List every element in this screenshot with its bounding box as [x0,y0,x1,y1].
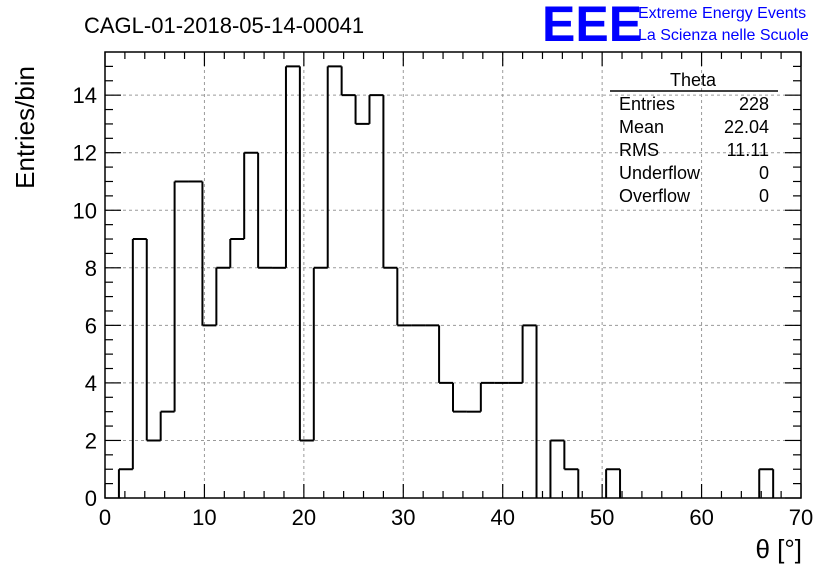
histogram-bin [563,440,579,471]
stats-box: Theta Entries 228 Mean 22.04 RMS 11.11 Underfl… [610,70,778,206]
y-tick-label: 8 [85,256,97,281]
stats-title: Theta [670,70,717,90]
histogram-bin [173,180,189,412]
x-tick-labels: 0 10 20 30 40 50 60 70 [99,505,813,530]
histogram-bin [312,266,328,441]
y-tick-label: 2 [85,428,97,453]
histogram-bin [117,468,133,498]
y-tick-label: 0 [85,486,97,511]
stats-row-value: 228 [739,94,769,114]
y-tick-label: 14 [73,83,97,108]
y-tick-label: 4 [85,371,97,396]
histogram-bin [340,66,356,97]
logo: EEE Extreme Energy Events La Scienza nel… [542,0,809,52]
y-tick-labels: 0 2 4 6 8 10 12 14 [73,83,97,511]
histogram-bin [758,468,774,498]
stats-row-label: Mean [619,117,664,137]
histogram-bin [215,266,231,326]
stats-row-label: Underflow [619,163,701,183]
x-tick-label: 70 [789,505,813,530]
stats-row-label: Overflow [619,186,691,206]
stats-row-value: 11.11 [727,140,769,160]
tick-marks [104,52,802,499]
axes-frame [104,51,802,499]
histogram-bin [145,239,161,442]
histogram-bin [549,439,565,498]
stats-row-label: RMS [619,140,659,160]
histogram-bin [521,324,537,383]
x-tick-label: 10 [192,505,216,530]
x-tick-label: 20 [292,505,316,530]
histogram-bin [479,381,495,412]
histogram [117,65,775,498]
histogram-bin [452,382,467,413]
histogram-bin [605,468,621,498]
x-tick-label: 50 [590,505,614,530]
x-tick-label: 0 [99,505,111,530]
histogram-bin [438,325,453,384]
x-axis-title: θ [°] [755,534,802,564]
histogram-bin [382,95,398,269]
x-tick-label: 60 [689,505,713,530]
histogram-bin [229,238,245,268]
plot-frame [104,51,802,499]
histogram-bin [284,65,300,268]
histogram-bin [159,410,175,441]
histogram-bin [354,95,370,125]
stats-row-label: Entries [619,94,675,114]
histogram-bin [396,267,412,327]
logo-line-1: Extreme Energy Events [638,5,806,22]
stats-row-value: 0 [759,186,769,206]
histogram-bin [131,238,147,470]
grid-lines [105,52,801,498]
y-tick-label: 6 [85,313,97,338]
y-tick-label: 12 [73,141,97,166]
stats-rows: Entries 228 Mean 22.04 RMS 11.11 Underflow 0 Ove… [619,94,769,206]
y-axis-title: Entries/bin [10,66,40,189]
histogram-bin [326,65,342,268]
stats-row-value: 0 [759,163,769,183]
histogram-bin [201,181,217,327]
x-tick-label: 40 [490,505,514,530]
chart-title: CAGL-01-2018-05-14-00041 [84,13,364,38]
histogram-bin [257,152,273,269]
stats-row-value: 22.04 [724,117,769,137]
y-tick-label: 10 [73,198,97,223]
histogram-bin [368,94,384,124]
logo-letters: EEE [542,0,642,52]
histogram-bin [298,66,314,442]
logo-line-2: La Scienza nelle Scuole [638,27,809,44]
x-tick-label: 30 [391,505,415,530]
histogram-bin [243,151,259,240]
